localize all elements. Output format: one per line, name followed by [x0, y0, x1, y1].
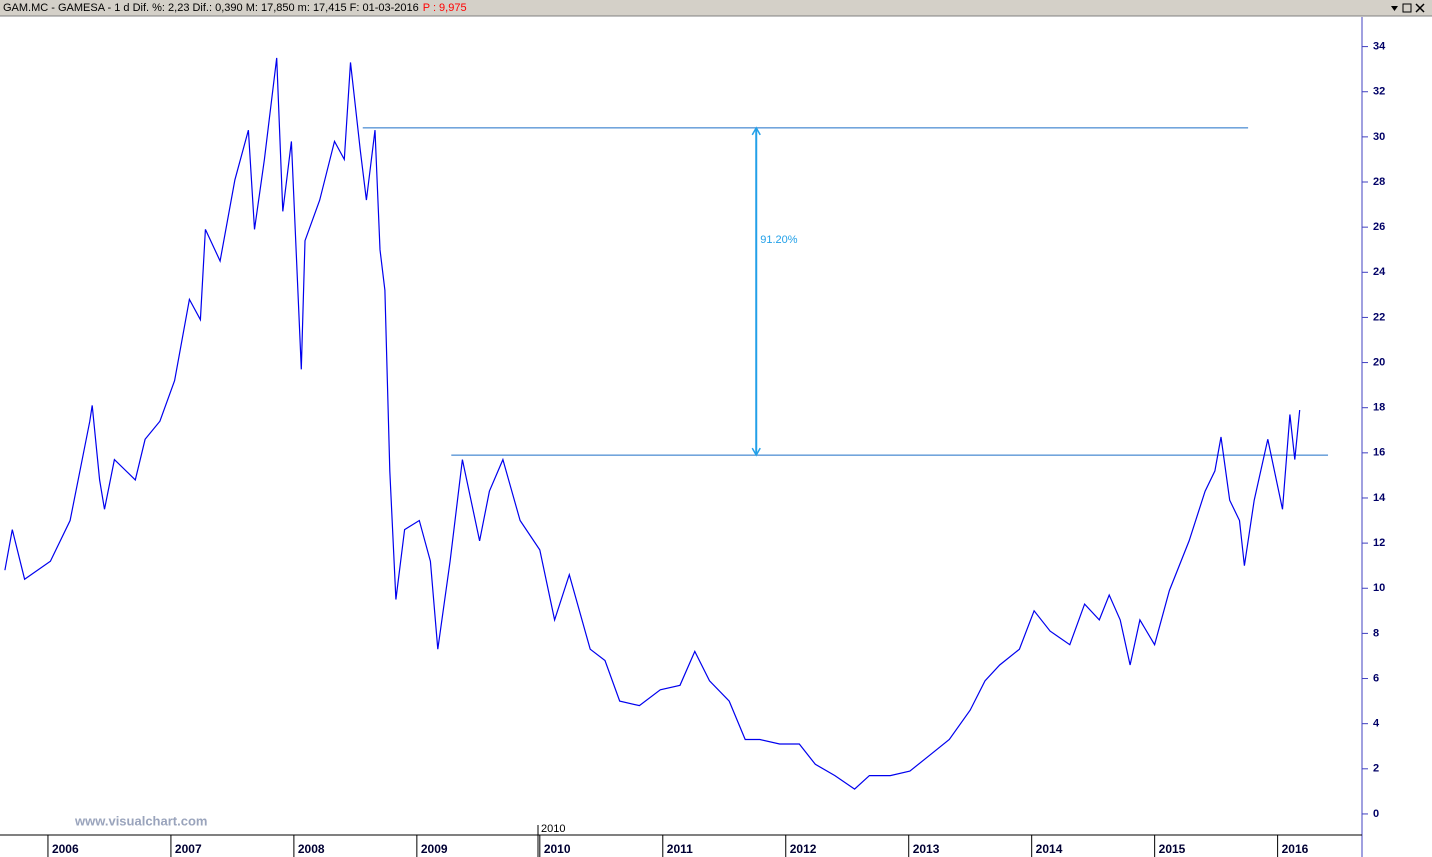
window-controls[interactable] — [1389, 3, 1425, 13]
x-tick-label: 2013 — [913, 842, 940, 856]
y-tick-label: 4 — [1373, 718, 1380, 730]
maximize-button[interactable] — [1402, 3, 1412, 13]
x-cursor-label: 2010 — [541, 823, 565, 835]
arrow-head — [751, 126, 761, 457]
x-tick-label: 2011 — [667, 842, 693, 856]
close-button[interactable] — [1415, 3, 1425, 13]
x-tick-label: 2008 — [298, 842, 325, 856]
y-tick-label: 32 — [1373, 86, 1385, 98]
x-tick-label: 2006 — [52, 842, 79, 856]
x-tick-label: 2012 — [790, 842, 817, 856]
title-bar — [0, 0, 1432, 16]
x-tick-label: 2009 — [421, 842, 448, 856]
y-tick-label: 26 — [1373, 221, 1385, 233]
x-tick-label: 2007 — [175, 842, 202, 856]
y-tick-label: 8 — [1373, 627, 1379, 639]
x-tick-label: 2014 — [1036, 842, 1063, 856]
x-tick-label: 2015 — [1159, 842, 1186, 856]
y-tick-label: 28 — [1373, 176, 1385, 188]
y-tick-label: 10 — [1373, 582, 1385, 594]
y-tick-label: 14 — [1373, 492, 1386, 504]
watermark: www.visualchart.com — [74, 813, 207, 828]
y-tick-label: 18 — [1373, 402, 1385, 414]
y-tick-label: 30 — [1373, 131, 1385, 143]
title: GAM.MC - GAMESA - 1 d Dif. %: 2,23 Dif.:… — [3, 2, 419, 14]
price-line — [4, 57, 1301, 790]
y-tick-label: 20 — [1373, 356, 1385, 368]
y-tick-label: 0 — [1373, 808, 1379, 820]
y-tick-label: 12 — [1373, 537, 1385, 549]
y-tick-label: 2 — [1373, 763, 1379, 775]
minimize-icon — [1391, 6, 1398, 11]
y-tick-label: 24 — [1373, 266, 1386, 278]
title-price: P : 9,975 — [423, 2, 467, 14]
y-tick-label: 34 — [1373, 41, 1386, 53]
y-tick-label: 6 — [1373, 672, 1379, 684]
y-tick-label: 16 — [1373, 447, 1385, 459]
x-tick-label: 2016 — [1282, 842, 1309, 856]
measure-label: 91.20% — [760, 234, 798, 246]
y-tick-label: 22 — [1373, 311, 1385, 323]
x-tick-label: 2010 — [544, 842, 571, 856]
